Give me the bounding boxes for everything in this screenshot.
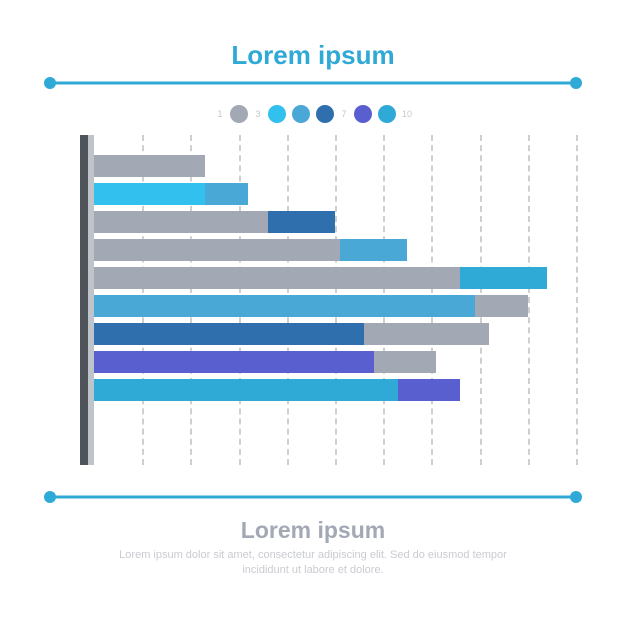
legend-dot <box>292 105 310 123</box>
bar-group <box>94 267 576 289</box>
footer-description: Lorem ipsum dolor sit amet, consectetur … <box>103 548 523 578</box>
legend-number: 3 <box>254 109 262 119</box>
legend-dot <box>378 105 396 123</box>
bar-group <box>94 379 576 401</box>
gridline <box>576 135 578 465</box>
y-axis-fill <box>80 135 88 465</box>
legend-number: 7 <box>340 109 348 119</box>
plot-area <box>94 135 576 465</box>
legend-number: 1 <box>216 109 224 119</box>
bar-group <box>94 155 576 177</box>
legend-dot <box>268 105 286 123</box>
bar-group <box>94 295 576 317</box>
header-divider-dot-left <box>44 77 56 89</box>
y-axis <box>80 135 94 465</box>
legend-number: 10 <box>402 109 410 119</box>
page: Lorem ipsum 1 3 7 10 Lorem ipsum Lorem ipsu… <box>0 0 626 626</box>
bar <box>94 239 340 261</box>
bar-group <box>94 183 576 205</box>
footer-divider-dot-left <box>44 491 56 503</box>
footer-divider-line <box>50 496 576 499</box>
bar <box>94 155 205 177</box>
legend-dot <box>230 105 248 123</box>
header-divider-line <box>50 82 576 85</box>
footer-divider-dot-right <box>570 491 582 503</box>
chart <box>50 135 576 475</box>
bar <box>94 295 475 317</box>
bar-group <box>94 211 576 233</box>
legend-dot <box>354 105 372 123</box>
bar <box>94 323 364 345</box>
page-title: Lorem ipsum <box>50 40 576 71</box>
bar <box>94 379 398 401</box>
bar-group <box>94 323 576 345</box>
bar <box>94 183 205 205</box>
bar <box>94 267 460 289</box>
footer-divider <box>50 491 576 503</box>
bar <box>94 211 268 233</box>
chart-container <box>50 135 576 475</box>
bar-group <box>94 239 576 261</box>
legend-dot <box>316 105 334 123</box>
bar <box>94 351 374 373</box>
header-divider <box>50 77 576 89</box>
header-divider-dot-right <box>570 77 582 89</box>
legend: 1 3 7 10 <box>50 103 576 125</box>
footer-subtitle: Lorem ipsum <box>50 517 576 544</box>
bar-group <box>94 351 576 373</box>
